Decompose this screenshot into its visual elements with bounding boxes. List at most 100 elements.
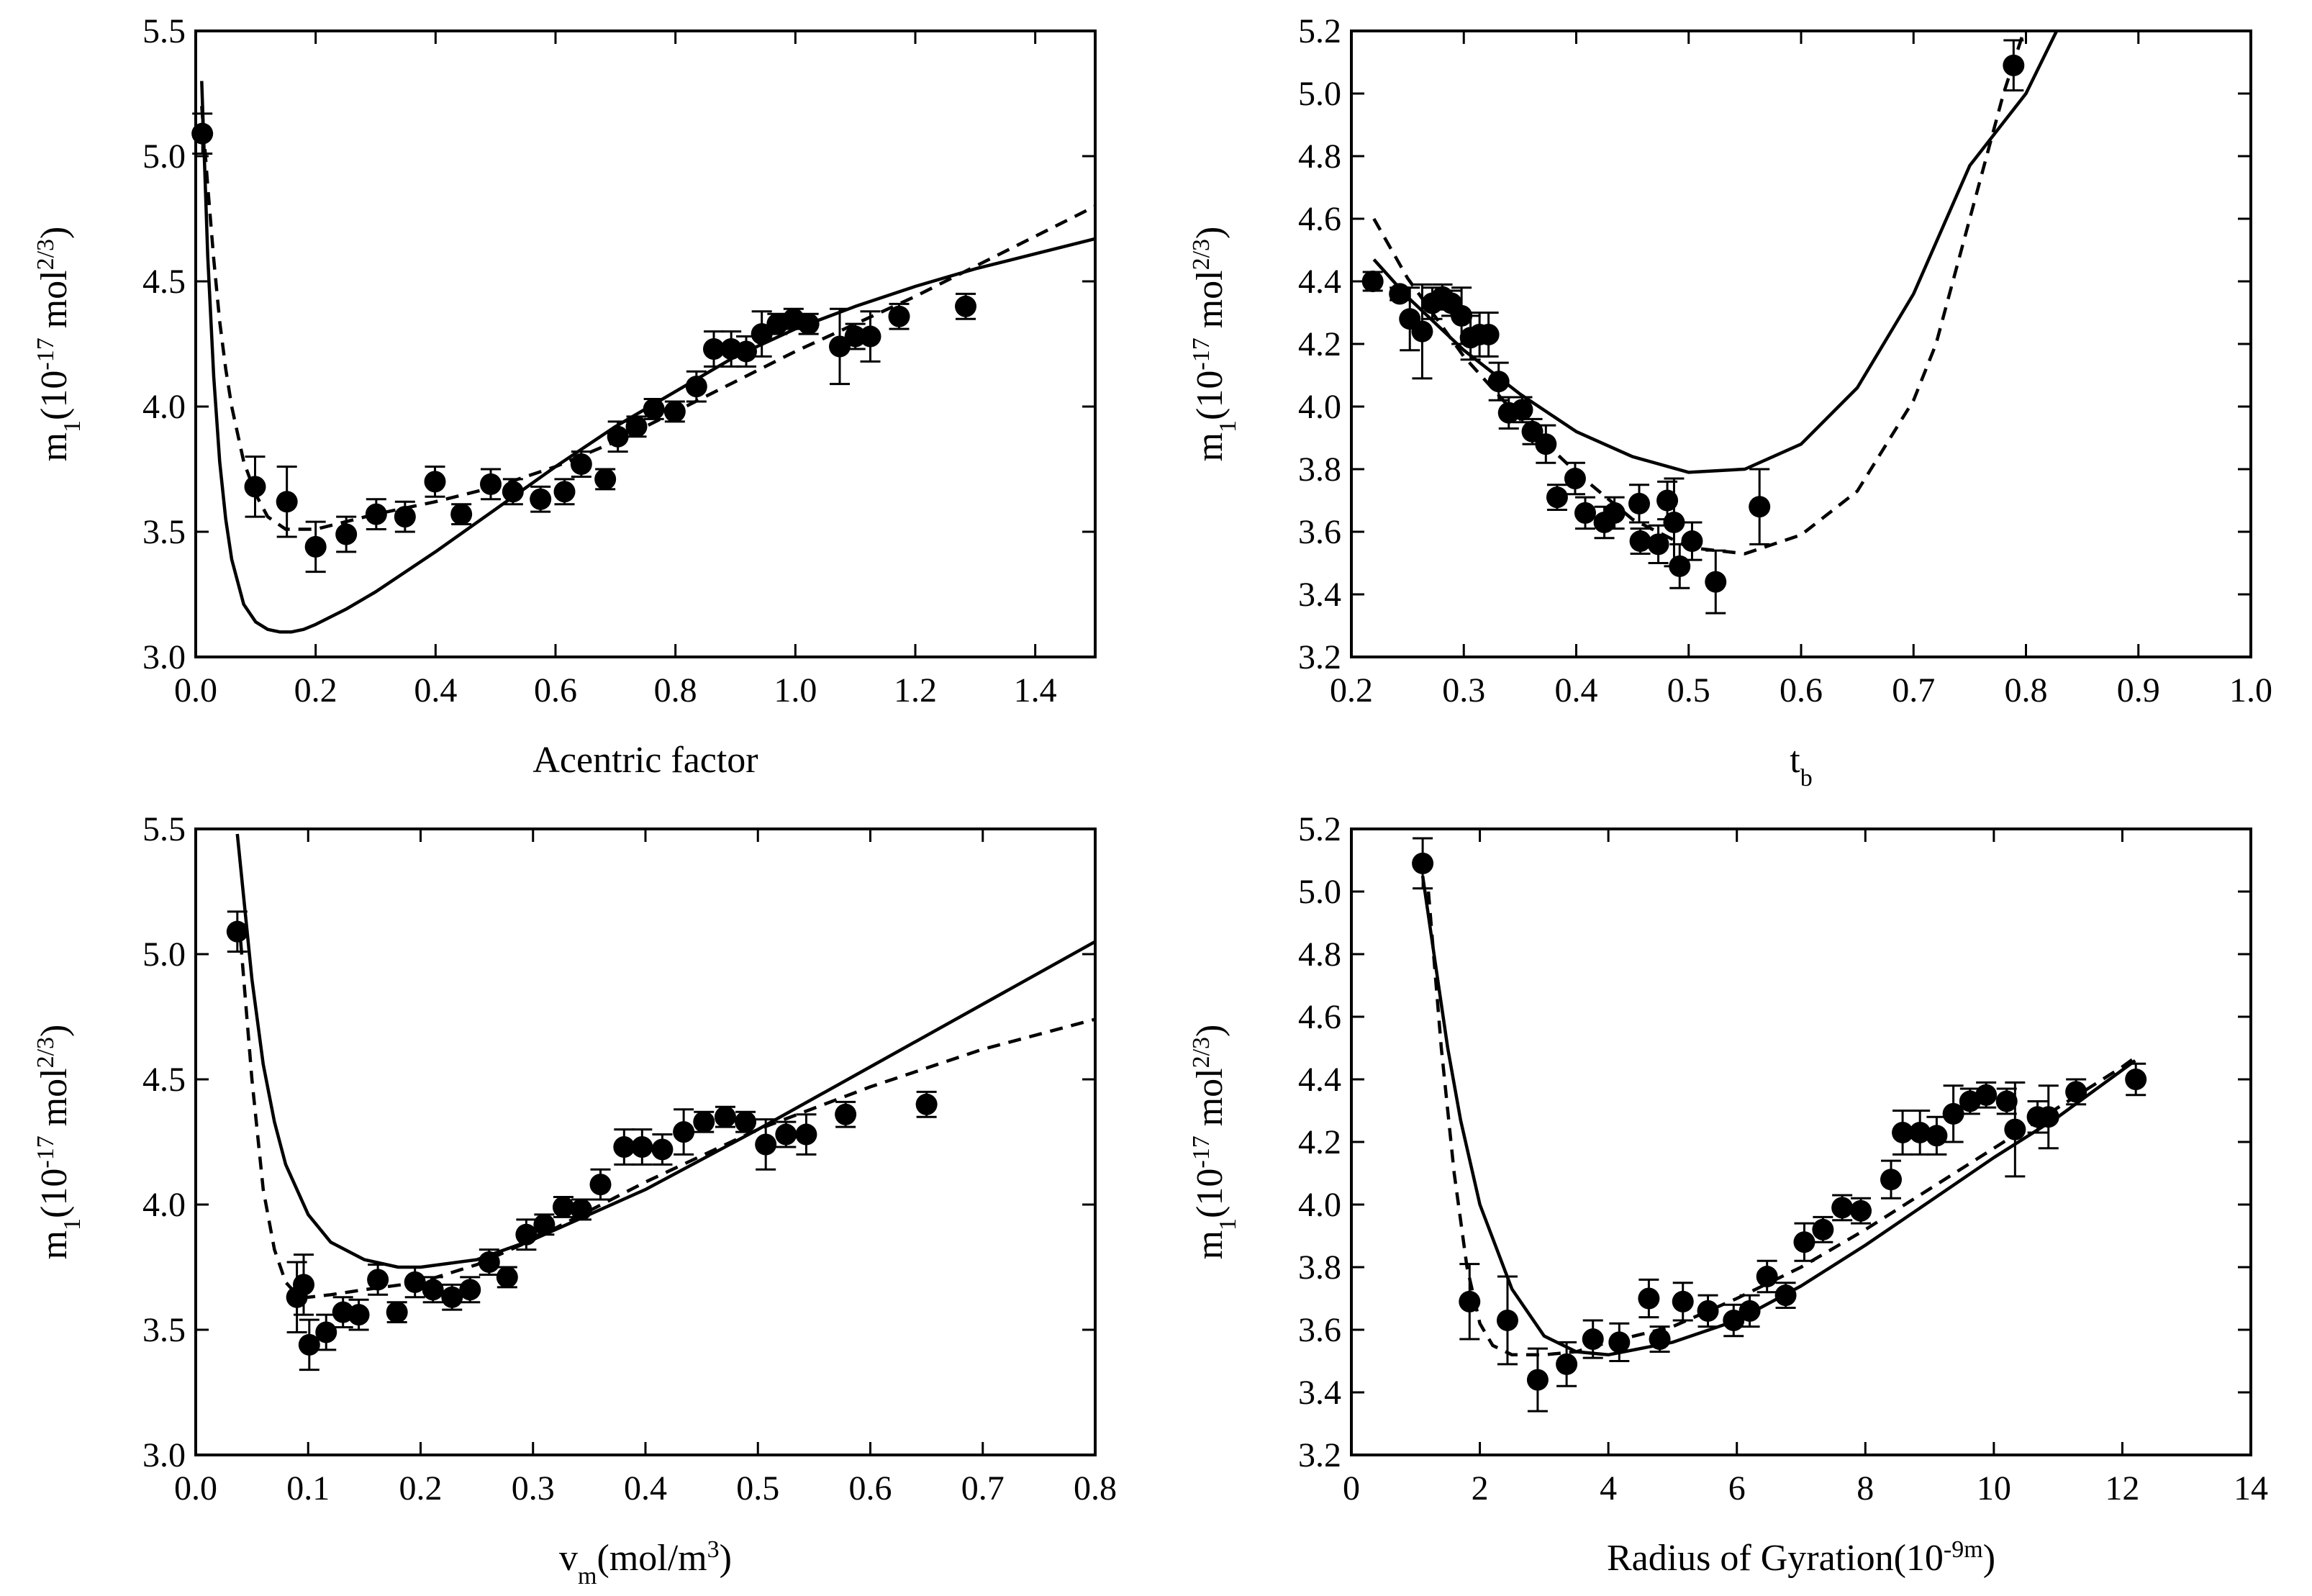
y-tick-label: 4.6 [1298,200,1341,238]
data-point [1656,489,1679,512]
y-axis-label: m1(10-17 mol2/3) [1188,227,1241,462]
plot-frame [194,828,1097,1456]
data-point [1638,1287,1660,1310]
data-point [2125,1069,2147,1090]
series-line-solid [1420,875,2136,1357]
y-tick-label: 3.8 [1298,1248,1341,1287]
data-point [1629,530,1651,553]
data-point [1526,1369,1549,1391]
data-point [530,488,552,510]
data-point [515,1223,538,1246]
data-point [1793,1231,1815,1253]
data-point [766,313,789,335]
chart-panel-top-left: 0.0 0.2 0.4 0.6 0.8 1.0 1.2 1.4 3.0 3.5 4.0 4.5 5.0 5… [0,0,1156,798]
data-point [1697,1300,1719,1322]
data-point [703,337,725,360]
data-point [589,1174,612,1196]
x-tick-label: 1.4 [1014,671,1057,709]
data-point [1564,468,1586,490]
data-point [751,323,773,345]
y-tick-label: 4.2 [1298,1123,1341,1161]
y-tick-label: 5.5 [142,12,186,50]
data-point [348,1304,370,1326]
plot-frame [1350,828,2252,1456]
data-point [835,1103,857,1125]
data-point [1361,271,1384,292]
y-tick-label: 3.5 [142,513,186,551]
curves-group [1420,875,2136,1357]
x-tick-label: 0.4 [414,671,457,709]
points-group [1361,39,2025,615]
x-axis-label: Acentric factor [532,740,758,781]
data-point [365,503,387,525]
data-point [552,1196,574,1218]
data-point [755,1133,777,1156]
data-point [570,453,592,476]
data-point [1608,1331,1631,1354]
data-point [2004,1118,2026,1141]
x-tick-label: 0.3 [1442,671,1485,709]
data-point [631,1135,653,1158]
data-point [1749,496,1771,518]
data-point [1546,486,1568,509]
data-point [480,473,502,495]
data-point [1535,433,1557,455]
data-point [422,1279,444,1301]
x-tick-label: 0.0 [174,1469,217,1507]
series-line-solid [235,833,1095,1269]
data-point [607,425,629,448]
data-point [570,1198,592,1220]
y-tick-label: 3.5 [142,1311,186,1349]
x-tick-label: 0.7 [1892,671,1935,709]
y-tick-label: 5.0 [142,935,186,974]
data-point [651,1138,674,1161]
data-point [1926,1125,1948,1147]
data-point [386,1301,408,1323]
y-tick-label: 4.0 [142,388,186,426]
series-line-dashed [1426,891,2136,1357]
data-point [335,523,358,545]
y-tick-label: 5.2 [1298,12,1341,50]
data-point [1628,492,1650,514]
chart-top-left: 0.0 0.2 0.4 0.6 0.8 1.0 1.2 1.4 3.0 3.5 4.0 4.5 5.0 5… [32,12,1097,781]
y-axis-label: m1(10-17 mol2/3) [1188,1025,1241,1260]
data-point [1411,320,1433,343]
data-point [1723,1309,1745,1331]
data-point [367,1269,389,1291]
data-point [1850,1200,1872,1222]
chart-top-right: 0.2 0.3 0.4 0.5 0.6 0.7 0.8 0.9 1.0 3.2 3.4 3.6 3.8 4… [1188,12,2273,792]
data-point [797,313,820,335]
chart-panel-bottom-right: 0 2 4 6 8 10 12 14 3.2 3.4 3.6 3.8 4.0 4.2 4.4 4.6 4.8 5.… [1156,798,2311,1596]
data-point [1412,852,1434,874]
data-point [775,1123,797,1146]
data-point [1995,1090,2018,1112]
points-group [226,910,938,1371]
data-point [1681,530,1703,553]
y-tick-label: 3.0 [142,638,186,676]
plot-frame [194,30,1097,658]
data-point [496,1266,518,1288]
y-axis-label: m1(10-17 mol2/3) [32,1025,86,1260]
y-tick-label: 4.2 [1298,325,1341,363]
y-tick-label: 4.8 [1298,935,1341,974]
y-tick-label: 4.0 [1298,388,1341,426]
data-point [2037,1106,2059,1128]
data-point [1738,1300,1761,1322]
x-tick-label: 0.5 [736,1469,779,1507]
data-point [795,1123,817,1146]
data-point [625,415,648,437]
data-point [1705,571,1727,593]
data-point [441,1286,463,1308]
x-tick-label: 1.2 [894,671,937,709]
y-tick-label: 3.0 [142,1436,186,1474]
data-point [553,481,576,503]
y-tick-label: 5.5 [142,810,186,848]
x-tick-label: 0.9 [2117,671,2160,709]
y-tick-label: 3.6 [1298,1311,1341,1349]
y-tick-label: 4.5 [142,1061,186,1099]
data-point [888,305,910,327]
y-tick-label: 5.0 [1298,75,1341,113]
chart-bottom-right: 0 2 4 6 8 10 12 14 3.2 3.4 3.6 3.8 4.0 4.2 4.4 4.6 4.8 5.… [1188,810,2269,1579]
y-tick-label: 5.2 [1298,810,1341,848]
data-point [533,1213,556,1235]
